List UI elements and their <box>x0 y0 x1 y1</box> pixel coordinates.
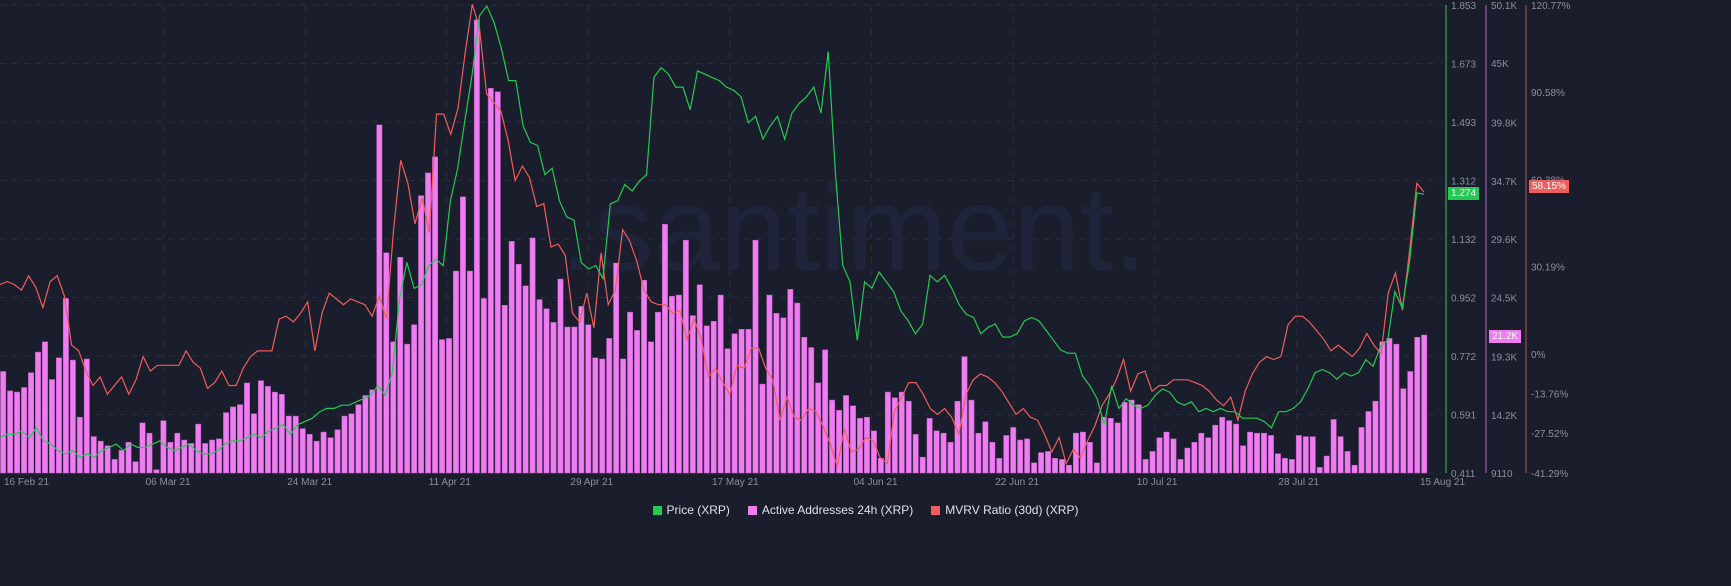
price-axis-ticks: 1.853 1.673 1.493 1.312 1.132 0.952 0.772 0.591… <box>1451 1 1476 480</box>
svg-text:34.7K: 34.7K <box>1491 177 1517 188</box>
svg-text:-13.76%: -13.76% <box>1531 389 1568 400</box>
svg-text:120.77%: 120.77% <box>1531 1 1571 12</box>
svg-text:-27.52%: -27.52% <box>1531 429 1568 440</box>
price-line <box>0 4 1425 458</box>
svg-text:0.411: 0.411 <box>1451 469 1476 480</box>
legend-label: Active Addresses 24h (XRP) <box>761 503 914 517</box>
mvrv-axis-ticks: 120.77%90.58%60.38%30.19%0%-13.76%-27.52… <box>1531 1 1571 480</box>
mvrv-line <box>0 4 1425 467</box>
svg-text:16 Feb 21: 16 Feb 21 <box>4 477 49 488</box>
mvrv-current-badge: 58.15% <box>1529 180 1569 193</box>
svg-text:-41.29%: -41.29% <box>1531 469 1568 480</box>
svg-text:29.6K: 29.6K <box>1491 235 1517 246</box>
active-addresses-axis-ticks: 50.1K 45K 39.8K 34.7K 29.6K 24.5K 19.3K 14.2K 91… <box>1491 1 1517 480</box>
legend-item-price[interactable]: Price (XRP) <box>652 503 730 517</box>
svg-text:0%: 0% <box>1531 350 1546 361</box>
active-addresses-bars <box>0 19 1428 474</box>
svg-text:28 Jul 21: 28 Jul 21 <box>1278 477 1319 488</box>
svg-text:10 Jul 21: 10 Jul 21 <box>1137 477 1178 488</box>
svg-text:06 Mar 21: 06 Mar 21 <box>146 477 191 488</box>
svg-text:30.19%: 30.19% <box>1531 263 1565 274</box>
legend-item-active-addresses[interactable]: Active Addresses 24h (XRP) <box>747 503 914 517</box>
svg-text:04 Jun 21: 04 Jun 21 <box>854 477 898 488</box>
mvrv-swatch-icon <box>931 505 941 515</box>
svg-text:22 Jun 21: 22 Jun 21 <box>995 477 1039 488</box>
svg-text:14.2K: 14.2K <box>1491 411 1517 422</box>
legend-label: MVRV Ratio (30d) (XRP) <box>945 503 1079 517</box>
svg-text:1.853: 1.853 <box>1451 1 1476 12</box>
x-axis-date-labels: 16 Feb 21 06 Mar 21 24 Mar 21 11 Apr 21 29 A… <box>4 477 1465 488</box>
svg-text:24.5K: 24.5K <box>1491 293 1517 304</box>
legend: Price (XRP) Active Addresses 24h (XRP) M… <box>0 503 1731 517</box>
svg-text:15 Aug 21: 15 Aug 21 <box>1420 477 1465 488</box>
price-current-badge: 1.274 <box>1448 187 1480 200</box>
svg-text:9110: 9110 <box>1491 469 1513 480</box>
price-swatch-icon <box>652 505 662 515</box>
svg-text:90.58%: 90.58% <box>1531 88 1565 99</box>
svg-text:1.493: 1.493 <box>1451 118 1476 129</box>
svg-text:1.132: 1.132 <box>1451 235 1476 246</box>
svg-text:0.591: 0.591 <box>1451 411 1476 422</box>
svg-text:39.8K: 39.8K <box>1491 119 1517 130</box>
active-addresses-swatch-icon <box>747 505 757 515</box>
svg-text:1.673: 1.673 <box>1451 59 1476 70</box>
svg-text:50.1K: 50.1K <box>1491 1 1517 12</box>
svg-text:29 Apr 21: 29 Apr 21 <box>570 477 613 488</box>
svg-text:19.3K: 19.3K <box>1491 353 1517 364</box>
svg-text:24 Mar 21: 24 Mar 21 <box>287 477 332 488</box>
active-addresses-current-badge: 21.2K <box>1489 330 1522 343</box>
svg-text:17 May 21: 17 May 21 <box>712 477 759 488</box>
svg-text:0.952: 0.952 <box>1451 293 1476 304</box>
svg-text:1.312: 1.312 <box>1451 177 1476 188</box>
watermark: .santiment. <box>560 162 1147 296</box>
svg-text:45K: 45K <box>1491 59 1509 70</box>
svg-text:0.772: 0.772 <box>1451 352 1476 363</box>
legend-item-mvrv[interactable]: MVRV Ratio (30d) (XRP) <box>931 503 1078 517</box>
svg-text:11 Apr 21: 11 Apr 21 <box>429 477 472 488</box>
legend-label: Price (XRP) <box>666 503 730 517</box>
